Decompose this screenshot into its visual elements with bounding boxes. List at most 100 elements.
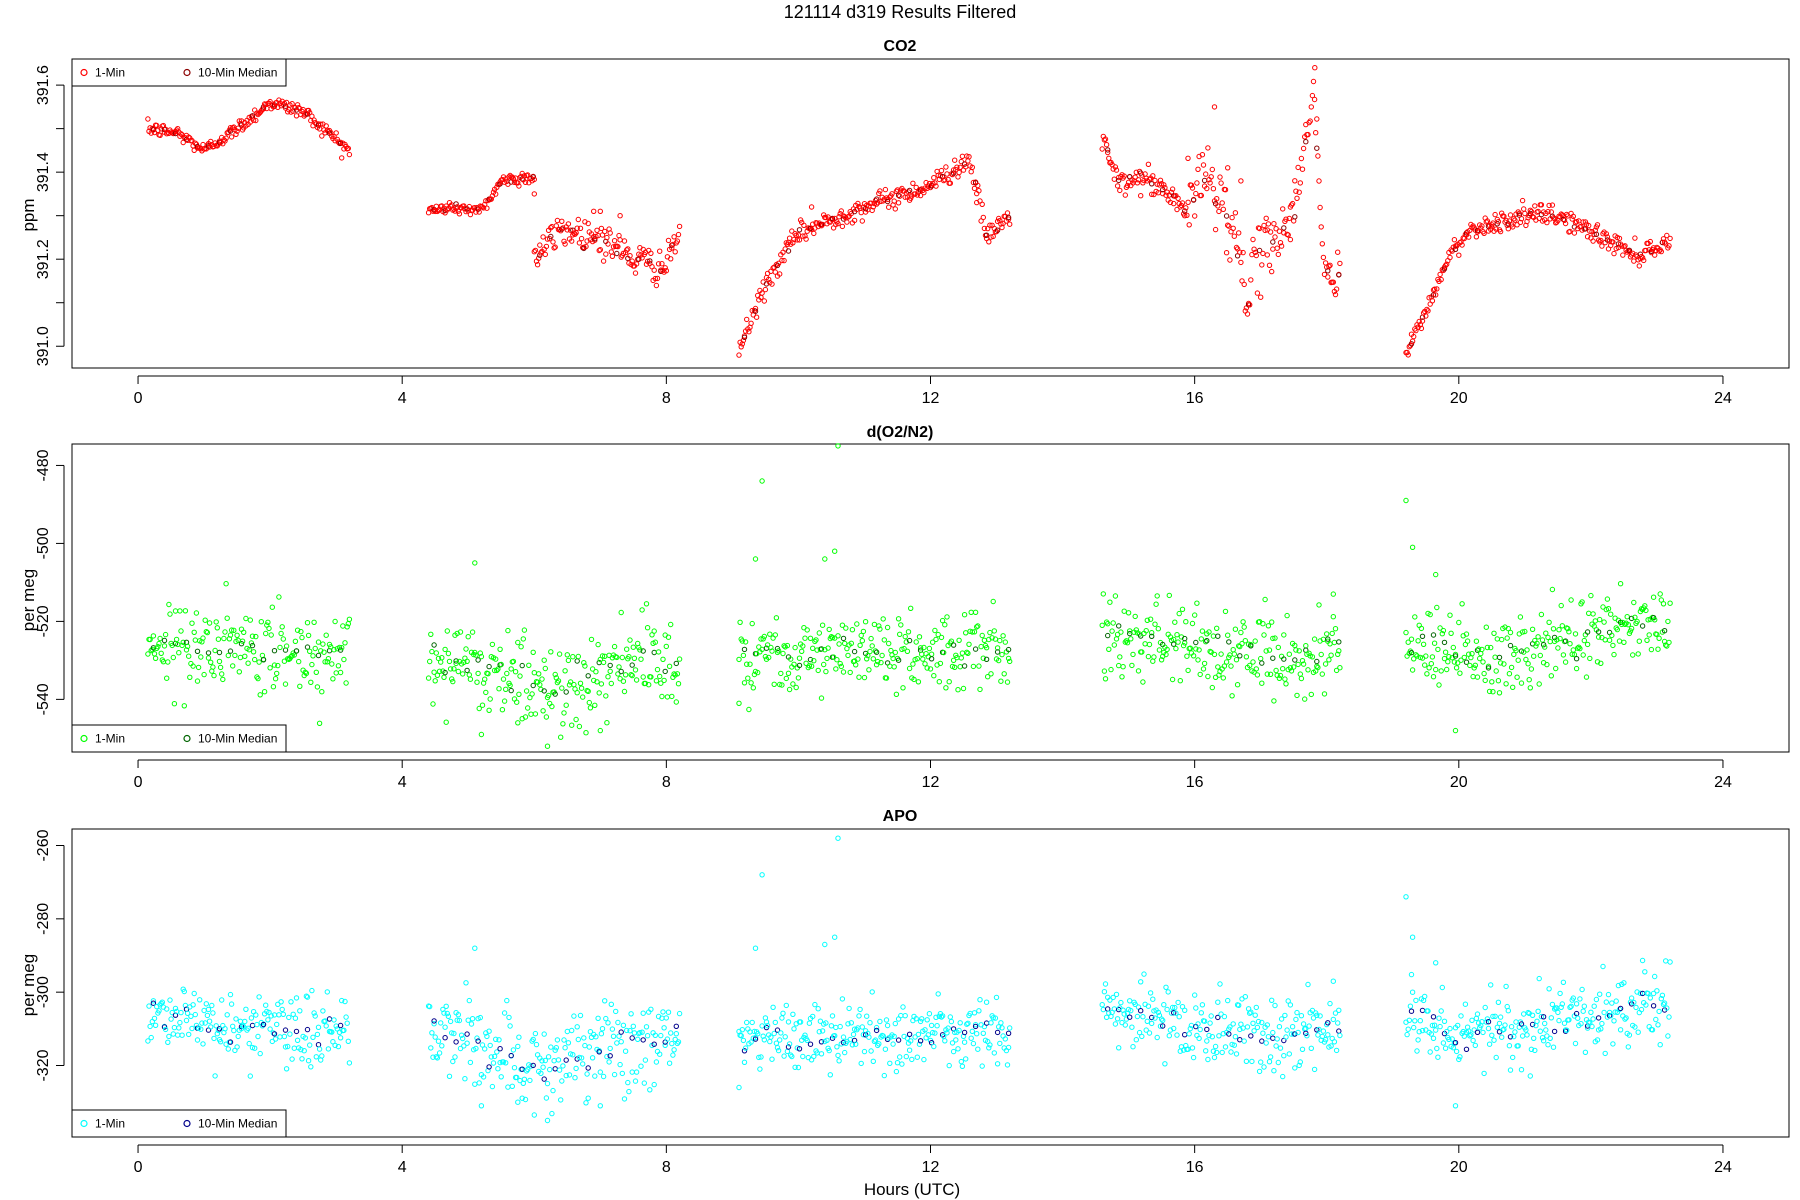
point-1min <box>934 1022 940 1029</box>
point-1min <box>1112 1021 1119 1027</box>
point-1min <box>521 173 528 179</box>
point-1min <box>1433 1027 1439 1033</box>
point-1min <box>1534 640 1540 647</box>
point-1min <box>331 1017 337 1023</box>
point-1min <box>639 1029 645 1035</box>
point-1min <box>257 1050 263 1057</box>
point-10min-median <box>1593 231 1600 238</box>
point-1min <box>1648 646 1655 653</box>
point-1min <box>882 186 889 193</box>
point-1min <box>1240 249 1246 256</box>
point-1min <box>1457 670 1463 676</box>
point-1min <box>223 135 229 141</box>
point-1min <box>1252 1012 1258 1018</box>
point-1min <box>1253 666 1260 672</box>
point-1min <box>443 719 449 725</box>
point-1min <box>1632 235 1638 241</box>
point-1min <box>1198 192 1205 199</box>
point-1min <box>1203 1048 1209 1054</box>
point-1min <box>662 265 668 271</box>
point-1min <box>319 1053 325 1059</box>
point-1min <box>665 237 672 244</box>
point-1min <box>1605 991 1612 998</box>
point-1min <box>571 1013 577 1019</box>
point-10min-median <box>1518 1021 1525 1027</box>
point-1min <box>206 620 213 626</box>
point-10min-median <box>326 1016 333 1022</box>
point-1min <box>431 1021 437 1027</box>
legend-label: 1-Min <box>95 66 125 80</box>
point-1min <box>893 1068 900 1075</box>
point-1min <box>868 1048 874 1054</box>
point-1min <box>1330 614 1337 620</box>
point-1min <box>199 1020 205 1026</box>
point-1min <box>607 230 613 236</box>
point-1min <box>1506 218 1513 224</box>
point-1min <box>584 238 590 244</box>
point-1min <box>826 626 832 633</box>
point-1min <box>544 1117 551 1124</box>
point-1min <box>1556 1017 1562 1024</box>
point-1min <box>491 1053 498 1060</box>
point-10min-median <box>1204 638 1210 644</box>
point-1min <box>1327 262 1333 268</box>
point-1min <box>1228 663 1234 669</box>
point-1min <box>449 1030 455 1036</box>
point-1min <box>1562 220 1569 227</box>
point-1min <box>1496 1020 1503 1027</box>
x-tick-label: 24 <box>1714 774 1732 791</box>
point-1min <box>1217 981 1223 987</box>
point-1min <box>1282 1012 1288 1019</box>
point-1min <box>1175 639 1181 645</box>
point-1min <box>1610 642 1616 649</box>
point-1min <box>499 707 506 713</box>
point-1min <box>600 258 607 264</box>
point-1min <box>496 1037 502 1043</box>
point-1min <box>257 692 263 698</box>
point-1min <box>955 174 961 180</box>
point-1min <box>1571 230 1578 236</box>
point-1min <box>867 1020 873 1026</box>
point-1min <box>979 632 985 639</box>
point-10min-median <box>238 641 245 647</box>
point-1min <box>760 1033 766 1039</box>
point-1min <box>860 628 867 635</box>
point-1min <box>161 643 168 649</box>
point-1min <box>611 643 618 650</box>
point-1min <box>449 676 455 682</box>
point-1min <box>608 1001 614 1007</box>
point-1min <box>1216 208 1222 215</box>
point-1min <box>768 644 774 651</box>
point-1min <box>1302 696 1308 702</box>
point-1min <box>1233 657 1240 663</box>
point-1min <box>1117 187 1123 194</box>
point-1min <box>957 164 963 171</box>
point-1min <box>574 690 580 696</box>
point-10min-median <box>1650 1003 1657 1009</box>
point-1min <box>450 1058 456 1065</box>
point-1min <box>1222 187 1229 193</box>
point-1min <box>210 664 216 670</box>
point-1min <box>786 1041 793 1047</box>
point-1min <box>553 1045 559 1051</box>
point-1min <box>175 126 181 132</box>
point-1min <box>869 643 875 649</box>
point-1min <box>932 1030 938 1036</box>
point-1min <box>595 641 601 648</box>
point-1min <box>1446 654 1452 660</box>
point-1min <box>442 646 448 653</box>
point-1min <box>316 1046 323 1052</box>
point-1min <box>1506 671 1513 677</box>
point-1min <box>846 1005 852 1012</box>
point-1min <box>1002 639 1008 645</box>
point-1min <box>531 670 537 676</box>
x-tick-label: 20 <box>1450 390 1468 407</box>
point-1min <box>522 179 529 186</box>
point-1min <box>1205 673 1211 680</box>
point-1min <box>1283 1034 1289 1040</box>
point-1min <box>1101 989 1108 995</box>
point-1min <box>648 674 654 680</box>
point-1min <box>1546 619 1552 625</box>
point-1min <box>1666 243 1672 249</box>
point-1min <box>451 666 457 672</box>
